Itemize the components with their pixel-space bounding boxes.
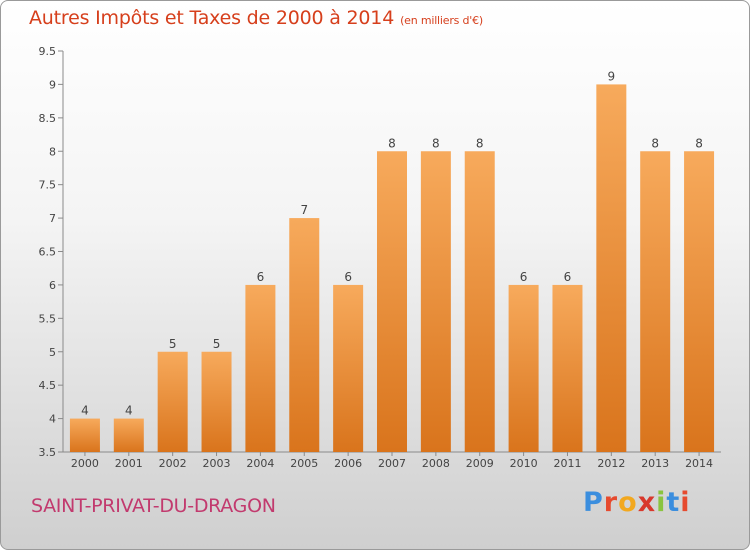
logo-letter: r [603, 487, 619, 518]
bar [113, 418, 144, 452]
x-tick-label: 2011 [553, 457, 581, 470]
logo-letter: i [656, 487, 667, 518]
x-tick-label: 2010 [510, 457, 538, 470]
bar [245, 284, 276, 452]
bar [684, 151, 715, 452]
bar [552, 284, 583, 452]
x-tick-label: 2002 [159, 457, 187, 470]
bar-value-label: 5 [169, 337, 177, 351]
bar-value-label: 6 [520, 270, 528, 284]
bar-value-label: 6 [564, 270, 572, 284]
x-tick-label: 2013 [641, 457, 669, 470]
y-tick-label: 8.5 [39, 112, 57, 125]
bar [69, 418, 100, 452]
logo-letter: x [637, 487, 657, 518]
y-tick-label: 9.5 [39, 45, 57, 58]
x-tick-label: 2007 [378, 457, 406, 470]
bar-value-label: 4 [125, 404, 133, 418]
bar-value-label: 8 [432, 136, 440, 150]
y-tick-label: 6.5 [39, 246, 57, 259]
x-tick-label: 2004 [246, 457, 274, 470]
x-tick-label: 2005 [290, 457, 318, 470]
bar [420, 151, 451, 452]
y-tick-label: 6 [49, 279, 56, 292]
logo-letter: i [680, 487, 691, 518]
x-tick-label: 2012 [597, 457, 625, 470]
bar-value-label: 4 [81, 404, 89, 418]
proxiti-logo: Proxiti [583, 487, 691, 518]
bar-value-label: 6 [344, 270, 352, 284]
x-tick-label: 2001 [115, 457, 143, 470]
commune-name: SAINT-PRIVAT-DU-DRAGON [31, 495, 276, 517]
y-tick-label: 7.5 [39, 179, 57, 192]
bar [464, 151, 495, 452]
bar [333, 284, 364, 452]
bar-value-label: 6 [257, 270, 265, 284]
chart-bars: 4 4 5 5 6 7 6 8 8 8 6 6 9 8 8 [69, 69, 715, 453]
title-text: Autres Impôts et Taxes de 2000 à 2014 [29, 7, 395, 29]
y-tick-label: 4 [49, 413, 56, 426]
y-tick-label: 8 [49, 145, 56, 158]
bar-value-label: 7 [300, 203, 308, 217]
bar-value-label: 8 [651, 136, 659, 150]
x-tick-label: 2008 [422, 457, 450, 470]
logo-letter: P [583, 487, 604, 518]
y-tick-label: 7 [49, 212, 56, 225]
bar [640, 151, 671, 452]
bar [289, 218, 320, 452]
bar [508, 284, 539, 452]
y-tick-label: 5 [49, 346, 56, 359]
bar-value-label: 9 [608, 69, 616, 83]
bar-value-label: 8 [388, 136, 396, 150]
logo-letter: t [666, 487, 681, 518]
y-tick-label: 3.5 [39, 446, 57, 459]
x-tick-label: 2003 [203, 457, 231, 470]
x-tick-label: 2014 [685, 457, 713, 470]
y-tick-label: 9 [49, 78, 56, 91]
bar-value-label: 8 [476, 136, 484, 150]
x-tick-label: 2006 [334, 457, 362, 470]
x-tick-label: 2009 [466, 457, 494, 470]
bar [377, 151, 407, 452]
bar [596, 84, 627, 453]
y-tick-label: 5.5 [39, 312, 57, 325]
chart-title: Autres Impôts et Taxes de 2000 à 2014 (en… [29, 7, 483, 29]
bar-value-label: 8 [695, 136, 703, 150]
bar-value-label: 5 [213, 337, 221, 351]
logo-letter: o [618, 487, 638, 518]
bar [157, 351, 188, 452]
x-tick-label: 2000 [71, 457, 99, 470]
bar [201, 351, 232, 452]
title-unit: (en milliers d'€) [400, 14, 483, 27]
y-tick-label: 4.5 [39, 379, 57, 392]
